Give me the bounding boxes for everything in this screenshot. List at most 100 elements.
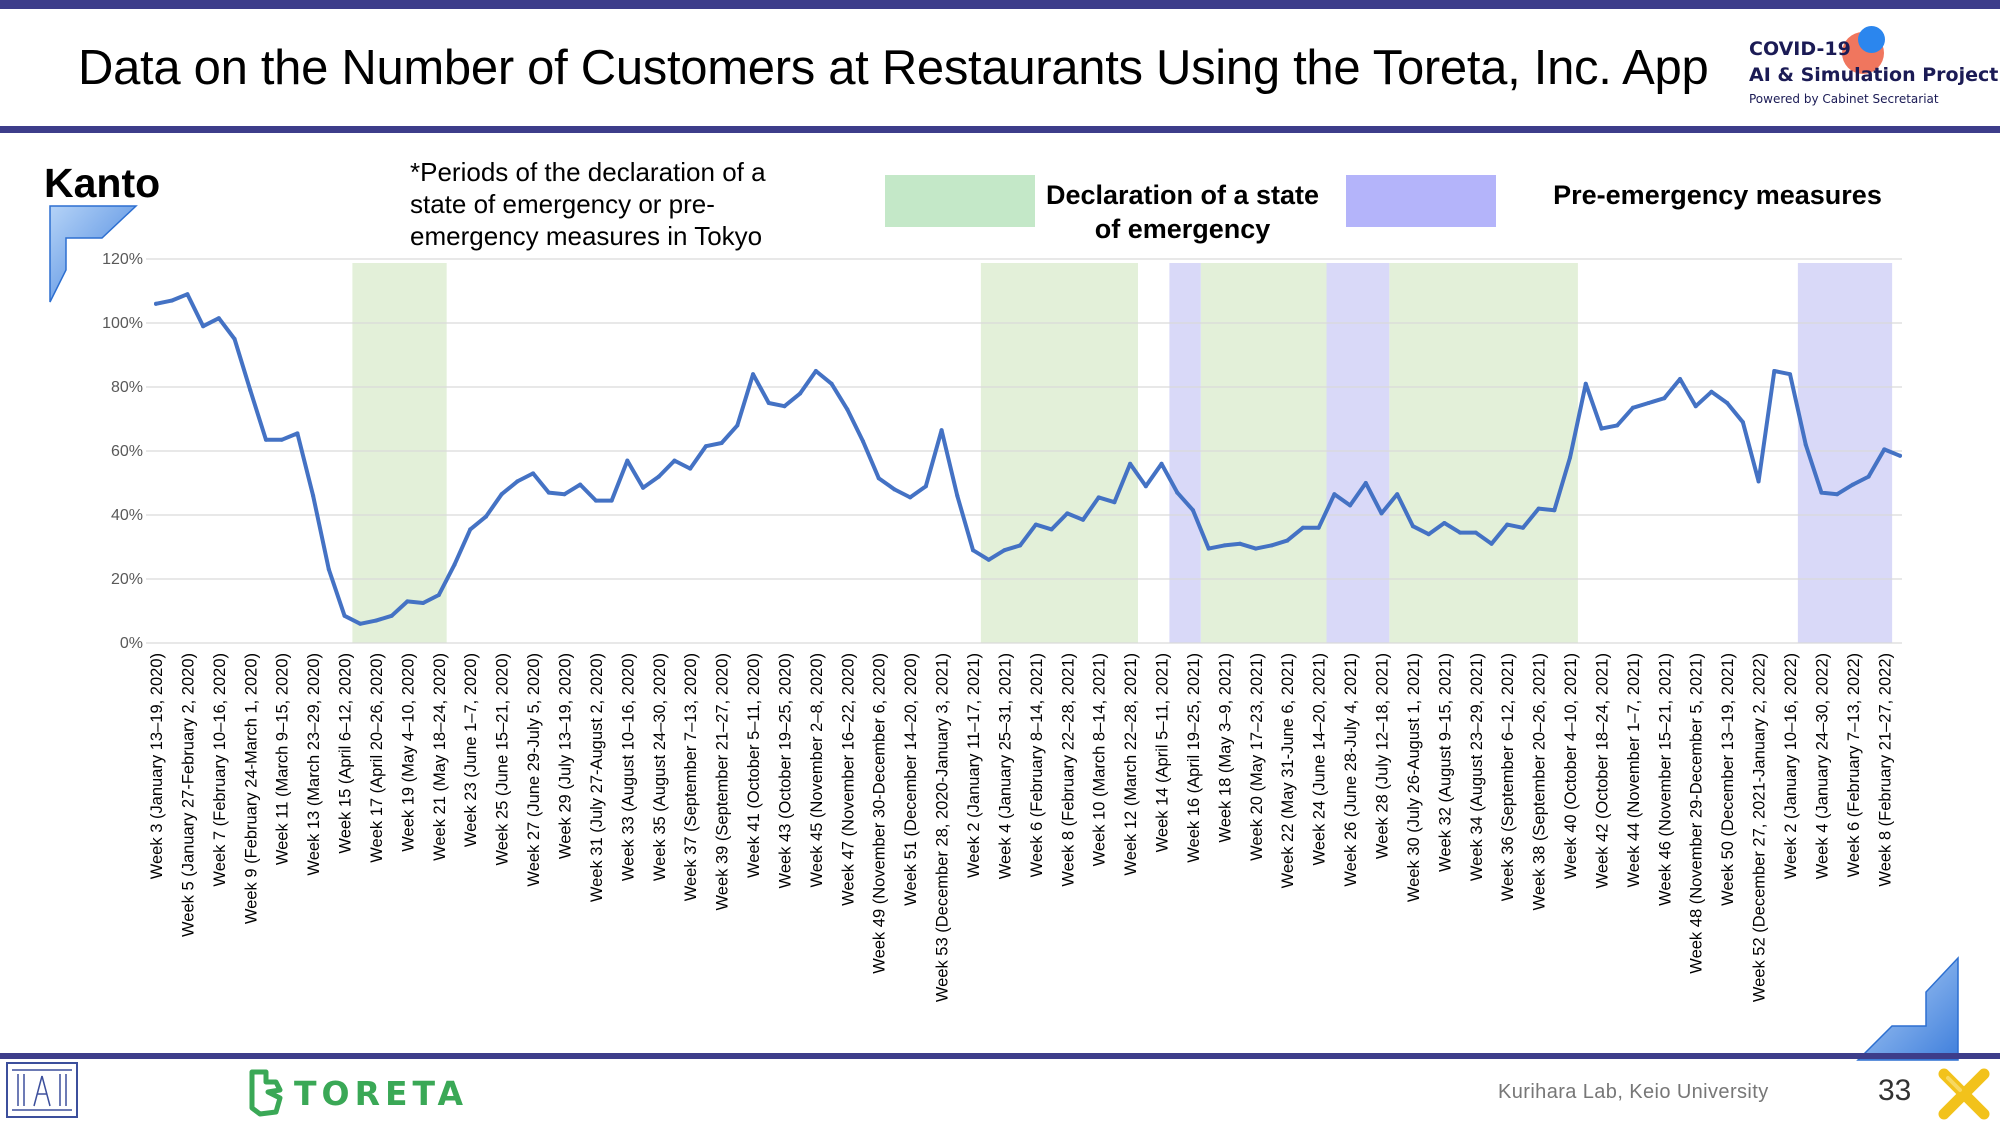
data-point [326,567,331,572]
x-tick-label: Week 26 (June 28-July 4, 2021) [1342,653,1360,887]
x-tick-label: Week 23 (June 1–7, 2020) [462,653,480,847]
data-point [1740,420,1745,425]
data-point [955,493,960,498]
footer-lab: Kurihara Lab, Keio University [1498,1081,1769,1103]
data-point [735,423,740,428]
data-point [1159,461,1164,466]
x-tick-label: Week 30 (July 26-August 1, 2021) [1405,653,1423,902]
x-tick-label: Week 18 (May 3–9, 2021) [1216,653,1234,843]
x-tick-label: Week 46 (November 15–21, 2021) [1656,653,1674,906]
data-point [358,621,363,626]
y-tick-label: 120% [102,251,143,268]
x-tick-label: Week 32 (August 9–15, 2021) [1436,653,1454,872]
x-tick-label: Week 25 (June 15–21, 2020) [494,653,512,866]
data-point [216,316,221,321]
data-point [1835,492,1840,497]
data-point [1866,474,1871,479]
emergency-period-band [980,263,1138,643]
data-point [295,431,300,436]
data-point [1678,377,1683,381]
data-point [279,437,284,442]
data-point [1018,543,1023,548]
data-point [1583,381,1588,386]
data-point [578,482,583,487]
x-tick-label: Week 15 (April 6–12, 2020) [337,653,355,854]
data-point [939,428,944,433]
data-point [169,298,174,303]
logo-line-2: AI & Simulation Project [1749,64,1999,86]
x-tick-label: Week 19 (May 4–10, 2020) [399,653,417,852]
data-point [672,458,677,463]
y-tick-label: 100% [102,315,143,332]
x-tick-label: Week 50 (December 13–19, 2021) [1719,653,1737,906]
data-point [1395,492,1400,497]
data-point [609,498,614,503]
data-point [483,514,488,519]
emergency-period-band [1200,263,1327,643]
data-point [813,369,818,373]
data-point [1348,503,1353,508]
data-point [263,437,268,442]
x-tick-label: Week 44 (November 1–7, 2021) [1625,653,1643,888]
data-point [1049,527,1054,532]
footer-divider [0,1053,2000,1059]
data-point [1772,369,1777,373]
x-tick-label: Week 40 (October 4–10, 2021) [1562,653,1580,879]
x-tick-label: Week 47 (November 16–22, 2020) [839,653,857,906]
data-point [1269,543,1274,548]
data-point [1033,522,1038,527]
x-tick-label: Week 35 (August 24–30, 2020) [651,653,669,881]
data-point [782,404,787,409]
data-point [1300,525,1305,530]
x-tick-label: Week 8 (February 22–28, 2021) [1059,653,1077,887]
data-point [1725,401,1730,405]
data-point [1709,389,1714,394]
data-point [185,292,190,297]
data-point [751,372,756,377]
data-point [876,476,881,481]
logo-blue-circle [1858,26,1885,53]
y-tick-label: 80% [111,379,143,396]
data-point [248,388,253,393]
data-point [845,407,850,412]
data-point [436,593,441,597]
x-tick-label: Week 8 (February 21–27, 2022) [1876,653,1894,887]
x-tick-labels: Week 3 (January 13–19, 2020) Week 5 (Janu… [148,653,1894,1002]
data-point [546,490,551,495]
x-tick-label: Week 48 (November 29-December 5, 2021) [1688,653,1706,974]
period-bands [352,263,1893,643]
data-point [923,484,928,489]
covid-ai-project-logo: COVID-19 AI & Simulation Project Powered… [1746,26,1998,116]
x-tick-label: Week 53 (December 28, 2020-January 3, 20… [934,653,952,1002]
pre-emergency-period-band [1326,263,1390,643]
y-tick-label: 40% [111,507,143,524]
data-point [829,381,834,386]
x-tick-label: Week 21 (May 18–24, 2020) [431,653,449,861]
data-point [1803,442,1808,447]
legend-emergency-swatch [885,175,1035,227]
x-tick-label: Week 51 (December 14–20, 2020) [902,653,920,906]
data-point [766,401,771,405]
data-point [1458,530,1463,535]
data-point [1190,508,1195,513]
data-point [421,601,426,605]
data-point [499,492,504,497]
emergency-period-band [1389,263,1578,643]
data-point [515,479,520,484]
x-tick-label: Week 37 (September 7–13, 2020) [682,653,700,901]
toreta-wordmark: TORETA [294,1074,469,1113]
x-tick-label: Week 43 (October 19–25, 2020) [776,653,794,888]
data-point [703,444,708,449]
data-point [342,613,347,618]
pre-emergency-period-band [1797,263,1893,643]
data-point [389,613,394,618]
data-point [1646,401,1651,405]
x-tick-label: Week 38 (September 20–26, 2021) [1531,653,1549,910]
data-point [1222,543,1227,548]
gridlines [146,258,1902,644]
data-point [1520,525,1525,530]
x-tick-label: Week 2 (January 10–16, 2022) [1782,653,1800,879]
y-tick-label: 20% [111,571,143,588]
x-tick-label: Week 42 (October 18–24, 2021) [1593,653,1611,888]
